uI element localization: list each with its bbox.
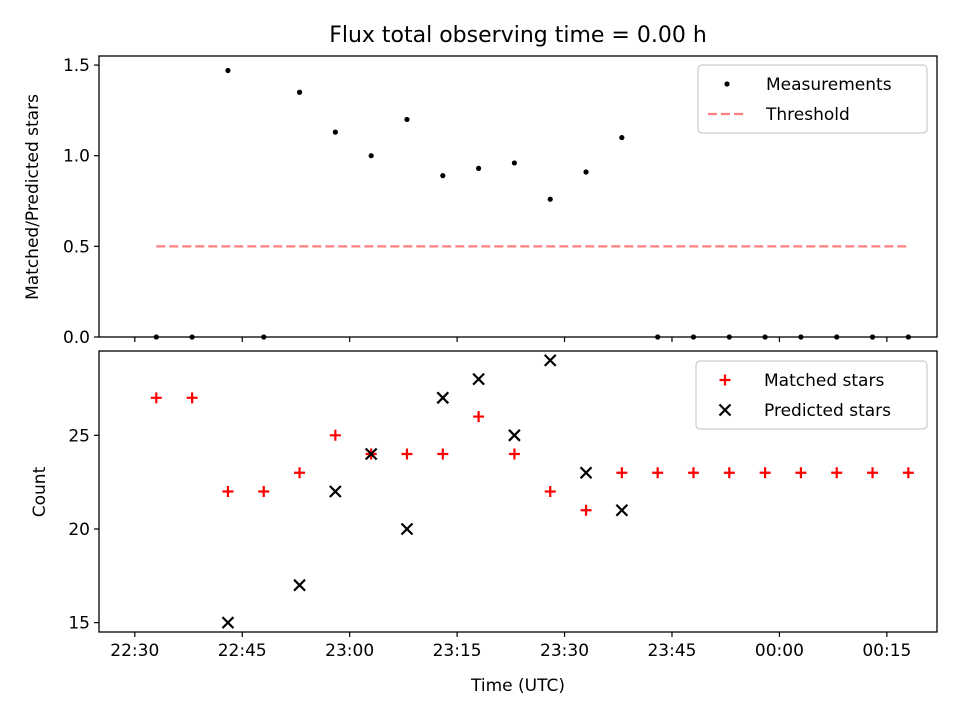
legend-label: Threshold [765, 105, 850, 125]
data-point-predicted-stars [508, 429, 521, 442]
x-tick-label: 23:15 [433, 641, 482, 661]
x-tick-label: 22:30 [110, 641, 159, 661]
data-point-predicted-stars [436, 391, 450, 405]
data-point-predicted-stars [615, 503, 629, 517]
data-point-matched-stars [186, 392, 198, 404]
top-legend: Measurements Threshold [697, 64, 928, 134]
data-point-matched-stars [795, 467, 807, 479]
data-point-predicted-stars [364, 447, 378, 461]
x-tick-label: 23:00 [325, 641, 374, 661]
data-point-matched-stars [652, 467, 664, 479]
data-point-matched-stars [902, 467, 914, 479]
legend-swatch [718, 403, 732, 417]
data-point-matched-stars [329, 429, 341, 441]
legend-label: Matched stars [764, 371, 884, 391]
legend-box [697, 64, 928, 134]
top-plot: 0.0 0.5 1.0 1.5 Matched/Predicted stars Mea… [23, 55, 938, 348]
data-point-measurements [368, 153, 374, 159]
x-tick-label: 00:15 [862, 641, 911, 661]
legend-label: Predicted stars [764, 401, 891, 421]
data-point-matched-stars [759, 467, 771, 479]
data-point-matched-stars [831, 467, 843, 479]
bottom-plot: 15 20 25 22:30 22:45 23:00 23:15 23:30 23:45 00:… [30, 350, 938, 696]
data-point-measurements [476, 165, 482, 171]
data-point-measurements [404, 116, 410, 123]
data-point-predicted-stars [579, 466, 593, 480]
data-point-predicted-stars [472, 372, 485, 386]
data-point-measurements [225, 67, 231, 74]
x-tick-label: 23:45 [647, 641, 696, 661]
data-point-measurements [332, 129, 338, 135]
data-point-predicted-stars [293, 578, 306, 592]
y-tick-label: 25 [68, 426, 90, 446]
chart-title: Flux total observing time = 0.00 h [329, 23, 707, 48]
data-point-matched-stars [437, 448, 449, 460]
data-point-measurements [583, 169, 589, 175]
y-tick-label: 15 [68, 614, 90, 634]
data-point-measurements [619, 134, 625, 141]
y-tick-label: 0.5 [63, 237, 90, 257]
bottom-legend: Matched stars Predicted stars [695, 360, 928, 430]
legend-swatch [719, 374, 731, 386]
data-point-matched-stars [401, 448, 413, 460]
data-point-matched-stars [508, 448, 520, 460]
data-point-matched-stars [616, 467, 628, 479]
x-tick-label: 23:30 [540, 641, 589, 661]
data-point-measurements [547, 196, 553, 202]
data-point-matched-stars [222, 486, 234, 497]
y-tick-label: 1.5 [63, 56, 90, 76]
data-point-measurements [296, 89, 303, 95]
x-tick-label: 22:45 [218, 641, 267, 661]
legend-swatch [724, 81, 730, 87]
bottom-axes-frame [98, 350, 938, 633]
data-point-measurements [440, 173, 446, 179]
x-axis-label: Time (UTC) [470, 676, 565, 696]
legend-label: Measurements [766, 75, 892, 95]
y-tick-label: 1.0 [63, 147, 90, 167]
top-y-axis-label: Matched/Predicted stars [23, 94, 43, 300]
y-tick-label: 20 [68, 520, 90, 540]
x-tick-label: 00:00 [755, 641, 804, 661]
data-point-predicted-stars [221, 616, 235, 629]
data-point-matched-stars [580, 504, 592, 516]
data-point-predicted-stars [543, 354, 557, 367]
data-point-matched-stars [294, 467, 306, 479]
data-point-measurements [511, 160, 518, 166]
data-point-predicted-stars [400, 522, 414, 536]
data-point-matched-stars [473, 411, 485, 423]
data-point-matched-stars [544, 486, 556, 497]
data-point-matched-stars [867, 467, 879, 479]
legend-box [695, 360, 928, 430]
top-axes-frame [98, 55, 938, 338]
data-point-predicted-stars [329, 485, 342, 498]
data-point-matched-stars [258, 486, 270, 497]
data-point-matched-stars [150, 392, 162, 404]
data-point-matched-stars [687, 467, 699, 479]
data-point-matched-stars [723, 467, 735, 479]
bottom-y-axis-label: Count [30, 466, 50, 517]
y-tick-label: 0.0 [63, 328, 90, 348]
